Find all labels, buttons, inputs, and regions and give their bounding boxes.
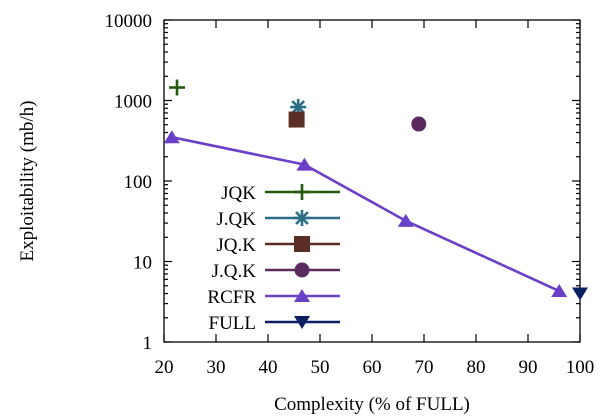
legend-label-jq-k: JQ.K — [216, 235, 256, 256]
data-point-rcfr — [163, 130, 180, 144]
data-point-jq-k — [288, 111, 305, 128]
data-point-j-qk — [290, 99, 307, 116]
legend-marker-rcfr — [294, 289, 310, 302]
axis-ticks — [163, 19, 581, 343]
legend-marker-jqk — [294, 184, 310, 200]
legend-label-j-qk: J.QK — [216, 209, 256, 230]
legend-marker-j-q-k — [294, 262, 310, 278]
x-tick-label: 100 — [566, 357, 595, 378]
data-point-rcfr — [397, 213, 414, 227]
series-layer — [163, 79, 588, 301]
y-axis-label: Exploitability (mb/h) — [17, 101, 38, 262]
data-point-rcfr — [296, 157, 313, 171]
y-tick-label: 10 — [133, 253, 152, 274]
legend-marker-j-qk — [294, 210, 310, 226]
y-tick-label: 1 — [143, 333, 153, 354]
data-point-rcfr — [551, 284, 568, 298]
x-tick-label: 40 — [259, 357, 278, 378]
legend-label-j-q-k: J.Q.K — [212, 261, 257, 282]
x-tick-label: 70 — [415, 357, 434, 378]
data-point-full — [572, 287, 588, 301]
y-tick-label: 1000 — [114, 92, 152, 113]
data-point-jqk — [169, 79, 185, 96]
legend: JQK J.QK JQ.K J.Q.K RCFR FULL — [207, 183, 340, 334]
series-line-rcfr — [171, 135, 560, 293]
x-tick-label: 90 — [519, 357, 538, 378]
x-tick-labels: 20 30 40 50 60 70 80 90 100 — [155, 357, 595, 378]
y-tick-label: 100 — [124, 172, 153, 193]
data-point-j-q-k — [411, 116, 427, 132]
x-tick-label: 50 — [311, 357, 330, 378]
y-tick-label: 10000 — [105, 11, 153, 32]
y-tick-labels: 1 10 100 1000 10000 — [105, 11, 153, 354]
legend-label-rcfr: RCFR — [207, 287, 256, 308]
legend-marker-full — [294, 316, 310, 329]
x-tick-label: 80 — [467, 357, 486, 378]
legend-marker-jq-k — [294, 236, 310, 252]
x-tick-label: 30 — [207, 357, 226, 378]
x-tick-label: 20 — [155, 357, 174, 378]
x-tick-label: 60 — [363, 357, 382, 378]
legend-label-full: FULL — [209, 313, 257, 334]
legend-label-jqk: JQK — [221, 183, 256, 204]
x-axis-label: Complexity (% of FULL) — [274, 394, 470, 415]
